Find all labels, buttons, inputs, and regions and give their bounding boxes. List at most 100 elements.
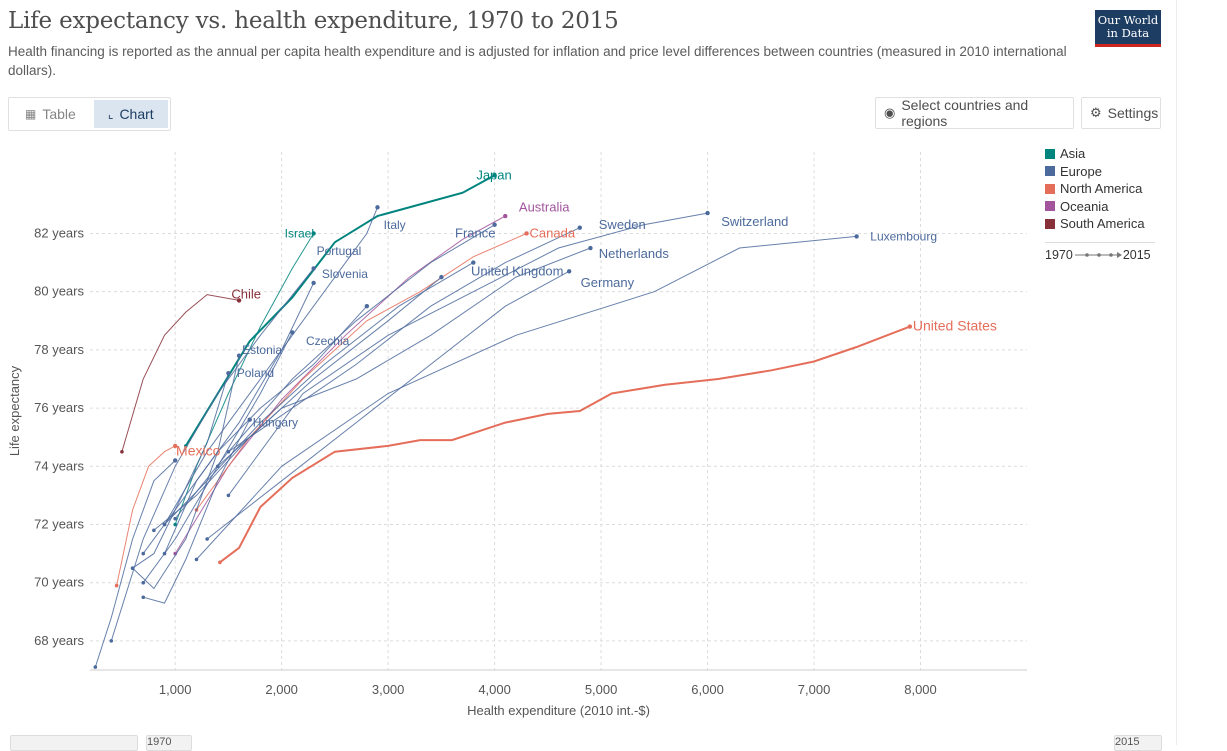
play-button[interactable]: [10, 735, 138, 751]
series-end-point: [492, 173, 497, 178]
series-line: [116, 445, 176, 586]
series-start-point: [152, 528, 156, 533]
series-line: [132, 355, 240, 590]
series-end-point: [907, 324, 913, 329]
y-tick-label: 74 years: [34, 458, 84, 473]
series-line: [184, 174, 496, 447]
legend-item-north-america[interactable]: North America: [1045, 180, 1145, 198]
x-tick-label: 5,000: [585, 682, 618, 697]
x-tick-label: 1,000: [159, 682, 192, 697]
series-label: United Kingdom: [471, 263, 564, 278]
tab-chart-label: Chart: [119, 106, 154, 122]
series-label: Japan: [476, 167, 511, 182]
x-tick-label: 7,000: [798, 682, 831, 697]
series-line: [121, 294, 240, 452]
tab-table-label: Table: [42, 106, 76, 122]
legend-item-south-america[interactable]: South America: [1045, 215, 1145, 233]
timeline-end-handle[interactable]: 2015: [1114, 735, 1162, 751]
x-axis-label: Health expenditure (2010 int.-$): [467, 703, 650, 718]
series-end-point: [236, 298, 242, 303]
series-start-point: [141, 551, 146, 556]
series-label: Hungary: [253, 416, 298, 430]
series-label: France: [455, 225, 495, 240]
series-end-point: [375, 205, 380, 210]
series-line: [153, 276, 442, 531]
series-start-point: [141, 595, 146, 600]
timeline-key: 1970 2015: [1045, 242, 1155, 262]
series-label: Israel: [285, 226, 314, 240]
legend-divider: [1045, 242, 1155, 243]
series-end-point: [566, 269, 572, 274]
series-label: Portugal: [317, 244, 362, 258]
series-label: Luxembourg: [870, 229, 937, 243]
series-line: [142, 332, 293, 583]
series-label: Germany: [581, 275, 635, 290]
series-start-point: [173, 516, 177, 521]
legend-label: North America: [1060, 181, 1143, 197]
legend-label: Asia: [1060, 146, 1086, 162]
series-label: Mexico: [176, 443, 221, 459]
series-start-point: [130, 566, 135, 570]
timeline-arrow-icon: [1074, 252, 1122, 258]
legend-item-europe[interactable]: Europe: [1045, 163, 1145, 181]
logo-line-2: in Data: [1106, 26, 1150, 40]
y-axis-label: Life expectancy: [7, 365, 22, 456]
series-end-point: [588, 245, 593, 251]
chart-icon: ⌞: [107, 107, 114, 121]
series-start-point: [226, 493, 231, 498]
y-tick-label: 82 years: [34, 225, 84, 240]
x-tick-label: 3,000: [372, 682, 405, 697]
series-end-point: [236, 353, 242, 358]
series-line: [164, 282, 315, 554]
owid-logo[interactable]: Our World in Data: [1095, 10, 1161, 47]
grid: [90, 152, 1027, 671]
gear-icon: ⚙: [1090, 105, 1102, 120]
select-countries-button[interactable]: ◉ Select countries and regions: [875, 97, 1074, 129]
settings-button[interactable]: ⚙ Settings: [1081, 97, 1161, 129]
series-line: [206, 270, 570, 540]
series-end-point: [524, 231, 529, 236]
chart-title: Life expectancy vs. health expenditure, …: [8, 8, 619, 34]
series-line: [228, 227, 581, 453]
series-line: [94, 460, 176, 668]
x-tick-label: 4,000: [478, 682, 511, 697]
legend: Asia Europe North America Oceania South …: [1045, 145, 1145, 233]
legend-label: South America: [1060, 216, 1145, 232]
legend-swatch: [1045, 201, 1055, 212]
timeline-start-handle[interactable]: 1970: [146, 735, 192, 751]
settings-label: Settings: [1107, 105, 1159, 121]
y-axis-ticks: 68 years 70 years 72 years 74 years 76 years…: [34, 225, 84, 647]
series-end-point: [364, 304, 370, 309]
tab-chart[interactable]: ⌞ Chart: [93, 100, 168, 128]
logo-line-1: Our World: [1097, 13, 1159, 27]
series-start-point: [93, 665, 98, 669]
legend-swatch: [1045, 148, 1055, 159]
series-start-point: [173, 522, 177, 527]
series-end-point: [226, 370, 231, 376]
eye-icon: ◉: [884, 105, 896, 120]
series-label: Switzerland: [721, 214, 788, 229]
series-start-point: [218, 560, 222, 565]
view-tabs: ▦ Table ⌞ Chart: [8, 97, 171, 131]
legend-item-oceania[interactable]: Oceania: [1045, 198, 1145, 216]
series-end-point: [311, 280, 316, 286]
legend-item-asia[interactable]: Asia: [1045, 145, 1145, 163]
series-label: Chile: [231, 287, 261, 302]
y-tick-label: 80 years: [34, 284, 84, 299]
y-tick-label: 76 years: [34, 400, 84, 415]
chart-area: 68 years 70 years 72 years 74 years 76 years…: [7, 152, 1027, 718]
tab-table[interactable]: ▦ Table: [11, 100, 90, 128]
legend-label: Europe: [1060, 163, 1102, 179]
legend-label: Oceania: [1060, 198, 1109, 214]
legend-swatch: [1045, 166, 1055, 177]
series-end-point: [172, 458, 178, 463]
series-end-point: [311, 266, 316, 271]
series-end-point: [439, 274, 444, 280]
x-tick-label: 2,000: [265, 682, 298, 697]
series-end-point: [311, 231, 316, 236]
series-lines: [93, 173, 913, 669]
series-line: [219, 325, 911, 564]
series-end-point: [577, 225, 582, 230]
series-end-point: [854, 234, 859, 239]
chart-subtitle: Health financing is reported as the annu…: [8, 44, 1067, 78]
